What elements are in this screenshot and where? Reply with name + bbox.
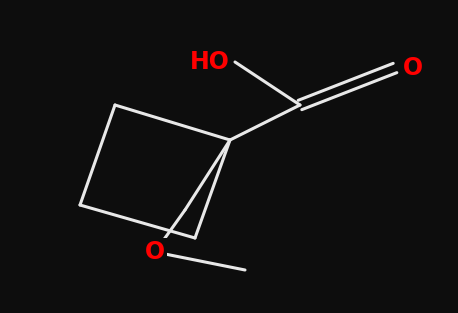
Text: O: O [403, 56, 423, 80]
Text: O: O [145, 240, 165, 264]
Text: HO: HO [190, 50, 230, 74]
